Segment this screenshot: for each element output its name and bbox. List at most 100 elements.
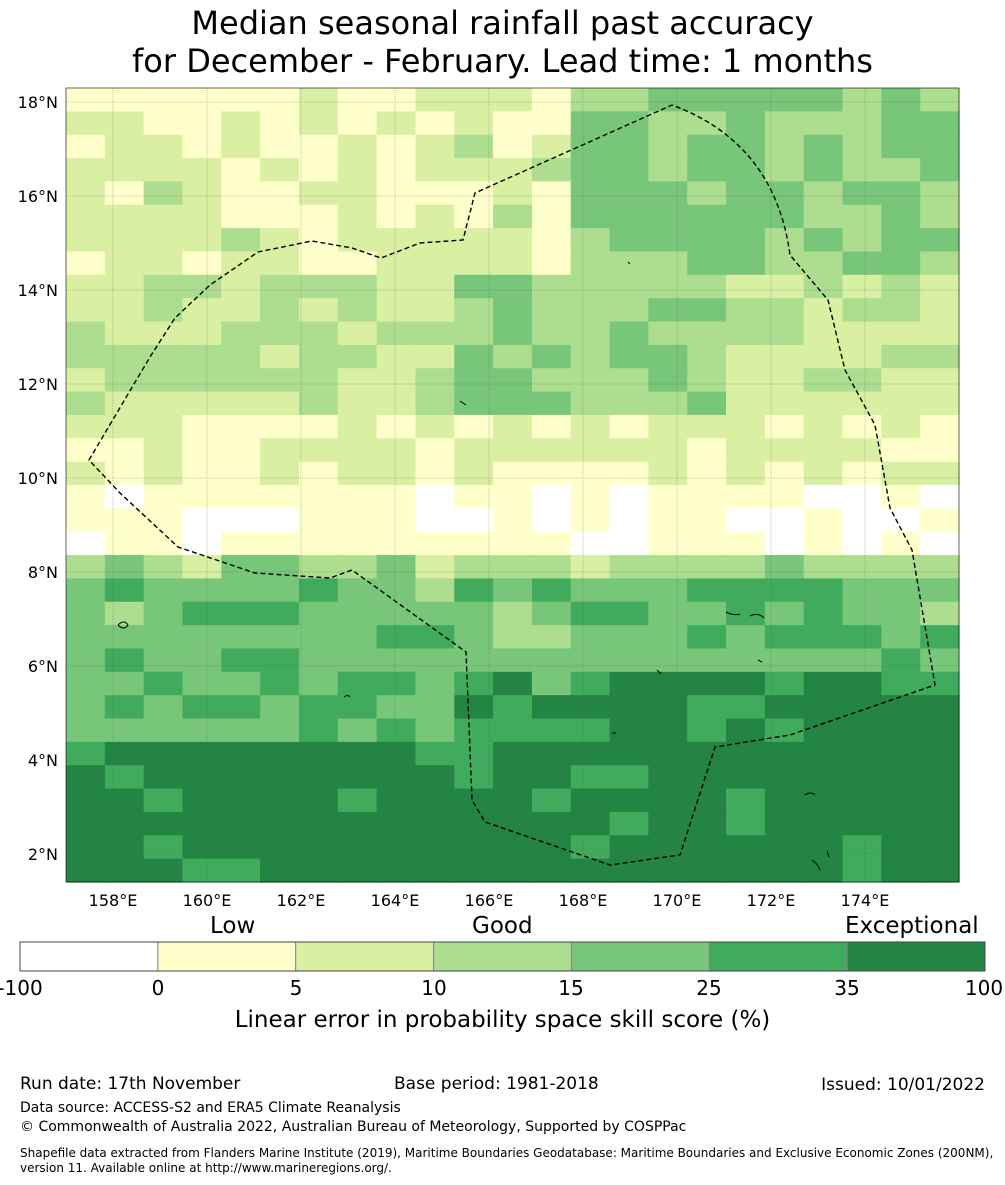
skill-cell [726,695,766,720]
skill-cell [570,788,611,813]
skill-cell [609,181,649,206]
skill-cell [648,648,688,673]
skill-cell [260,321,300,346]
skill-cell [648,438,688,463]
skill-cell [415,461,455,486]
skill-cell [842,321,882,346]
skill-cell [609,438,649,463]
skill-cell [687,788,727,813]
skill-cell [337,508,378,533]
skill-cell [182,765,222,790]
skill-cell [803,835,844,860]
skill-cell [881,811,921,836]
skill-cell [570,228,611,253]
skill-cell [260,555,300,580]
skill-cell [881,88,921,112]
skill-cell [376,251,417,276]
skill-cell [260,741,300,766]
skill-cell [143,368,184,393]
skill-cell [376,158,417,183]
skill-cell [881,578,921,603]
skill-cell [298,718,339,743]
skill-cell [298,671,339,696]
skill-cell [454,158,494,183]
colorbar-frame [19,941,986,972]
skill-cell [415,741,455,766]
skill-cell [143,718,184,743]
latitude-tick-label: 2°N [28,845,58,864]
skill-cell [648,204,688,229]
skill-cell [726,88,766,112]
skill-cell [260,368,300,393]
skill-cell [415,134,455,159]
skill-cell [182,531,222,556]
skill-cell [376,508,417,533]
colorbar-tick: 15 [558,976,584,1000]
skill-cell [881,741,921,766]
skill-cell [182,578,222,603]
skill-cell [648,414,688,439]
skill-grid-cells [66,88,960,883]
skill-cell [104,321,145,346]
skill-cell [260,578,300,603]
skill-cell [260,461,300,486]
skill-cell [531,718,572,743]
skill-cell [143,181,184,206]
skill-cell [803,555,844,580]
skill-cell [764,228,805,253]
longitude-tick-label: 174°E [841,891,890,910]
skill-cell [260,531,300,556]
skill-cell [104,765,145,790]
skill-cell [764,765,805,790]
skill-cell [182,321,222,346]
skill-cell [415,555,455,580]
skill-cell [648,671,688,696]
skill-cell [920,578,960,603]
skill-cell [337,111,378,136]
skill-cell [609,531,649,556]
skill-cell [648,508,688,533]
skill-cell [298,204,339,229]
skill-cell [648,274,688,299]
skill-cell [66,204,106,229]
skill-cell [881,414,921,439]
skill-cell [609,671,649,696]
skill-cell [493,625,533,650]
skill-cell [415,531,455,556]
skill-cell [260,204,300,229]
skill-cell [104,531,145,556]
skill-cell [726,251,766,276]
skill-cell [920,391,960,416]
skill-cell [881,718,921,743]
skill-cell [570,555,611,580]
skill-cell [764,601,805,626]
skill-cell [182,228,222,253]
skill-cell [609,601,649,626]
skill-cell [260,344,300,369]
longitude-tick-label: 162°E [277,891,326,910]
skill-cell [260,695,300,720]
skill-cell [609,391,649,416]
skill-cell [104,718,145,743]
skill-cell [260,601,300,626]
skill-cell [531,485,572,509]
skill-cell [531,134,572,159]
skill-cell [609,718,649,743]
skill-cell [337,438,378,463]
skill-cell [531,531,572,556]
skill-cell [298,344,339,369]
skill-cell [104,344,145,369]
colorbar [19,941,986,972]
skill-cell [920,368,960,393]
run-date: Run date: 17th November [20,1074,241,1094]
skill-cell [570,438,611,463]
skill-cell [415,671,455,696]
skill-cell [415,181,455,206]
skill-cell [803,438,844,463]
skill-cell [920,414,960,439]
skill-cell [648,718,688,743]
skill-cell [298,438,339,463]
skill-cell [493,648,533,673]
skill-cell [104,88,145,112]
skill-cell [337,671,378,696]
